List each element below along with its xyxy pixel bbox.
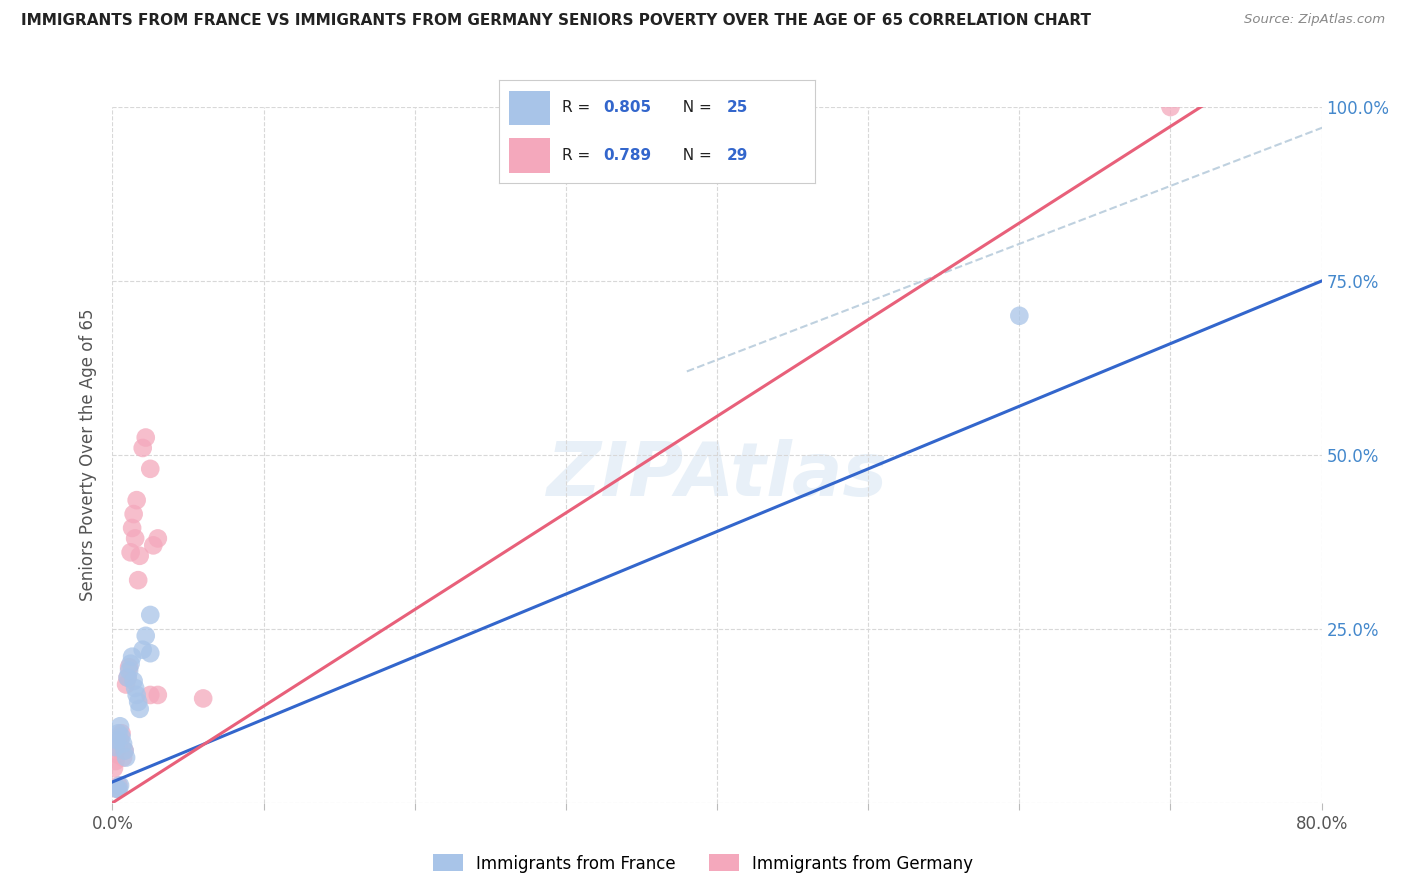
Point [122, 507, 145, 521]
Point [110, 726, 132, 740]
Point [117, 671, 139, 685]
Point [118, 664, 141, 678]
Point [135, 629, 157, 643]
Point [103, 761, 125, 775]
Point [146, 688, 169, 702]
Point [105, 733, 128, 747]
Text: R =: R = [562, 148, 596, 162]
Point [125, 688, 148, 702]
Point [128, 702, 150, 716]
Point [115, 750, 138, 764]
Point [104, 754, 127, 768]
FancyBboxPatch shape [509, 137, 550, 173]
Point [120, 545, 142, 559]
Point [127, 695, 149, 709]
Point [146, 532, 169, 546]
Text: R =: R = [562, 101, 596, 115]
Text: IMMIGRANTS FROM FRANCE VS IMMIGRANTS FROM GERMANY SENIORS POVERTY OVER THE AGE O: IMMIGRANTS FROM FRANCE VS IMMIGRANTS FRO… [21, 13, 1091, 29]
Point [139, 646, 162, 660]
Point [107, 740, 129, 755]
Text: N =: N = [673, 148, 717, 162]
Point [124, 532, 146, 546]
Text: 0.805: 0.805 [603, 101, 651, 115]
Point [107, 726, 129, 740]
Point [118, 660, 141, 674]
Legend: Immigrants from France, Immigrants from Germany: Immigrants from France, Immigrants from … [426, 847, 980, 880]
Point [132, 642, 155, 657]
Point [112, 750, 135, 764]
Point [142, 538, 165, 552]
Text: Source: ZipAtlas.com: Source: ZipAtlas.com [1244, 13, 1385, 27]
Point [121, 649, 143, 664]
Text: N =: N = [673, 101, 717, 115]
Point [114, 744, 136, 758]
Point [105, 781, 128, 796]
Point [125, 493, 148, 508]
Point [120, 657, 142, 671]
Y-axis label: Seniors Poverty Over the Age of 65: Seniors Poverty Over the Age of 65 [79, 309, 97, 601]
Point [1008, 309, 1031, 323]
Point [139, 688, 162, 702]
Point [128, 549, 150, 563]
Point [191, 691, 214, 706]
FancyBboxPatch shape [509, 91, 550, 126]
Point [117, 671, 139, 685]
Point [139, 607, 162, 622]
Point [112, 737, 135, 751]
Point [104, 740, 127, 755]
Point [108, 733, 131, 747]
Point [124, 681, 146, 695]
Point [122, 674, 145, 689]
Point [114, 744, 136, 758]
Text: 25: 25 [727, 101, 748, 115]
Point [135, 431, 157, 445]
Point [107, 778, 129, 792]
Point [108, 719, 131, 733]
Text: 29: 29 [727, 148, 748, 162]
Point [127, 573, 149, 587]
Point [132, 441, 155, 455]
Text: ZIPAtlas: ZIPAtlas [547, 439, 887, 512]
Point [108, 778, 131, 792]
Point [110, 730, 132, 744]
Point [139, 462, 162, 476]
Text: 0.789: 0.789 [603, 148, 651, 162]
Point [121, 521, 143, 535]
Point [115, 677, 138, 691]
Point [105, 781, 128, 796]
Point [107, 781, 129, 796]
Point [1159, 100, 1181, 114]
Point [105, 747, 128, 761]
